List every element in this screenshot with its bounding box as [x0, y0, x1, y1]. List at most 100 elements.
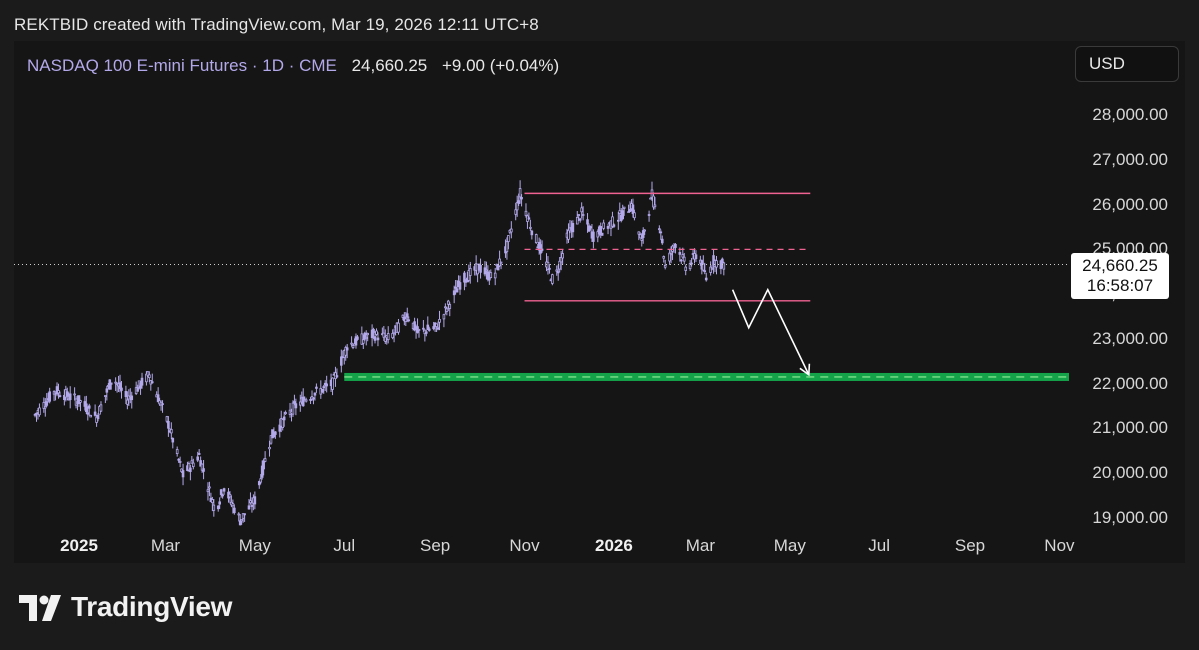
candle-body [202, 468, 205, 472]
candle-body [38, 407, 41, 416]
target-zone [344, 372, 1069, 381]
candle-body [247, 505, 251, 510]
candle-body [555, 269, 559, 272]
candle-body [551, 274, 554, 284]
candle-body [710, 267, 714, 270]
candle-body [383, 336, 387, 342]
candle-body [249, 500, 252, 504]
candle-body [291, 402, 295, 415]
candle-body [218, 501, 221, 505]
candle-body [192, 462, 195, 468]
time-tick-label: 2026 [594, 536, 633, 555]
candle-body [58, 395, 62, 398]
candle-body [567, 229, 570, 240]
candle-body [578, 218, 582, 221]
candle-body [206, 489, 210, 493]
candle-body [219, 489, 223, 495]
candle-body [401, 314, 405, 318]
candle-body [335, 375, 339, 378]
candle-body [263, 458, 267, 462]
candle-body [171, 438, 175, 443]
candle-body [257, 481, 261, 486]
candle-body [422, 327, 425, 330]
candle-body [647, 214, 651, 216]
candle-body [269, 435, 273, 444]
candle-body [382, 332, 386, 338]
candle-body [633, 212, 636, 219]
candle-body [485, 269, 488, 272]
candle-body [313, 392, 317, 396]
symbol-name[interactable]: NASDAQ 100 E-mini Futures · 1D · CME [27, 56, 337, 75]
candle-body [73, 393, 76, 396]
candle-body [684, 266, 688, 271]
price-tick-label: 20,000.00 [1092, 463, 1168, 483]
candle-body [611, 216, 614, 227]
currency-button[interactable]: USD [1075, 46, 1179, 82]
candle-body [344, 347, 348, 356]
candle-body [392, 332, 396, 335]
candle-body [375, 330, 378, 335]
last-price: 24,660.25 [351, 56, 428, 75]
price-tick-label: 19,000.00 [1092, 508, 1168, 528]
candle-body [681, 254, 685, 258]
candle-body [114, 381, 117, 384]
candle-body [33, 413, 37, 416]
candle-body [621, 210, 625, 220]
price-change: +9.00 (+0.04%) [441, 56, 560, 75]
candle-body [426, 324, 430, 331]
tradingview-logo[interactable]: TradingView [17, 589, 232, 625]
candle-body [118, 382, 122, 390]
drawings-layer [14, 192, 1069, 381]
candle-body [127, 395, 131, 400]
candle-body [212, 504, 216, 511]
price-chart[interactable] [14, 41, 1185, 563]
candle-body [65, 391, 69, 397]
candle-body [165, 416, 169, 422]
candle-body [702, 263, 705, 271]
symbol-legend[interactable]: NASDAQ 100 E-mini Futures · 1D · CME 24,… [27, 56, 559, 76]
candle-body [417, 328, 421, 331]
candle-body [514, 209, 518, 215]
candle-body [628, 209, 632, 213]
candle-body [581, 214, 585, 216]
candle-body [397, 322, 400, 333]
candle-body [571, 223, 575, 233]
candle-body [637, 231, 641, 235]
candle-body [237, 513, 241, 516]
candle-body [391, 332, 394, 339]
candle-body [671, 245, 674, 252]
candle-body [150, 381, 154, 384]
time-tick-label: 2025 [60, 536, 98, 555]
candle-body [126, 399, 129, 405]
chart-panel[interactable]: NASDAQ 100 E-mini Futures · 1D · CME 24,… [14, 41, 1185, 563]
candle-body [432, 326, 435, 330]
candle-body [510, 228, 513, 233]
candle-body [454, 286, 457, 289]
candle-body [99, 404, 103, 412]
candle-body [674, 244, 677, 248]
candle-body [452, 290, 456, 296]
candle-body [455, 288, 459, 293]
candle-body [243, 513, 246, 516]
candle-body [77, 395, 81, 405]
candle-body [517, 200, 520, 204]
candle-body [250, 505, 254, 507]
candle-body [253, 496, 257, 505]
candles-layer [33, 180, 726, 526]
candle-body [589, 226, 592, 229]
time-tick-label: May [773, 536, 806, 555]
candle-body [87, 405, 91, 409]
candle-body [259, 478, 263, 483]
candle-body [704, 277, 708, 281]
candle-body [530, 230, 534, 236]
candle-body [458, 282, 462, 290]
candle-body [489, 272, 493, 279]
candle-body [719, 260, 723, 269]
candle-body [109, 382, 113, 385]
price-tick-label: 22,000.00 [1092, 373, 1168, 393]
price-tick-label: 27,000.00 [1092, 149, 1168, 169]
candle-body [350, 342, 353, 345]
candle-body [148, 374, 151, 379]
candle-body [161, 403, 164, 406]
candle-body [241, 513, 245, 519]
